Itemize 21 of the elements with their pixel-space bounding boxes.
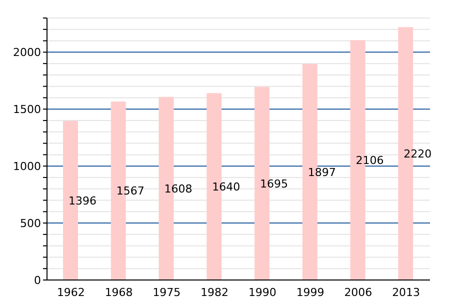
y-tick-label: 2000 [13, 46, 41, 60]
x-tick-label: 1962 [56, 286, 85, 299]
x-tick-label: 2006 [344, 286, 372, 299]
x-tick-label: 1968 [104, 286, 133, 299]
y-tick-label: 0 [34, 274, 41, 287]
y-tick-label: 1500 [13, 103, 41, 116]
x-tick-label: 1975 [152, 286, 181, 299]
data-label: 1640 [212, 180, 240, 194]
y-tick-label: 1000 [13, 160, 41, 174]
x-tick-label: 1999 [296, 286, 324, 299]
x-tick-label: 1982 [200, 286, 229, 299]
data-label: 1567 [116, 184, 144, 198]
x-tick-label: 1990 [248, 286, 276, 299]
x-tick-label: 2013 [392, 286, 420, 299]
data-label: 1608 [164, 182, 192, 196]
data-label: 1695 [260, 177, 288, 190]
y-tick-label: 500 [20, 217, 41, 230]
data-label: 2106 [356, 154, 384, 167]
data-label: 1897 [308, 166, 336, 179]
data-label: 2220 [404, 147, 432, 160]
data-label: 1396 [68, 194, 96, 208]
